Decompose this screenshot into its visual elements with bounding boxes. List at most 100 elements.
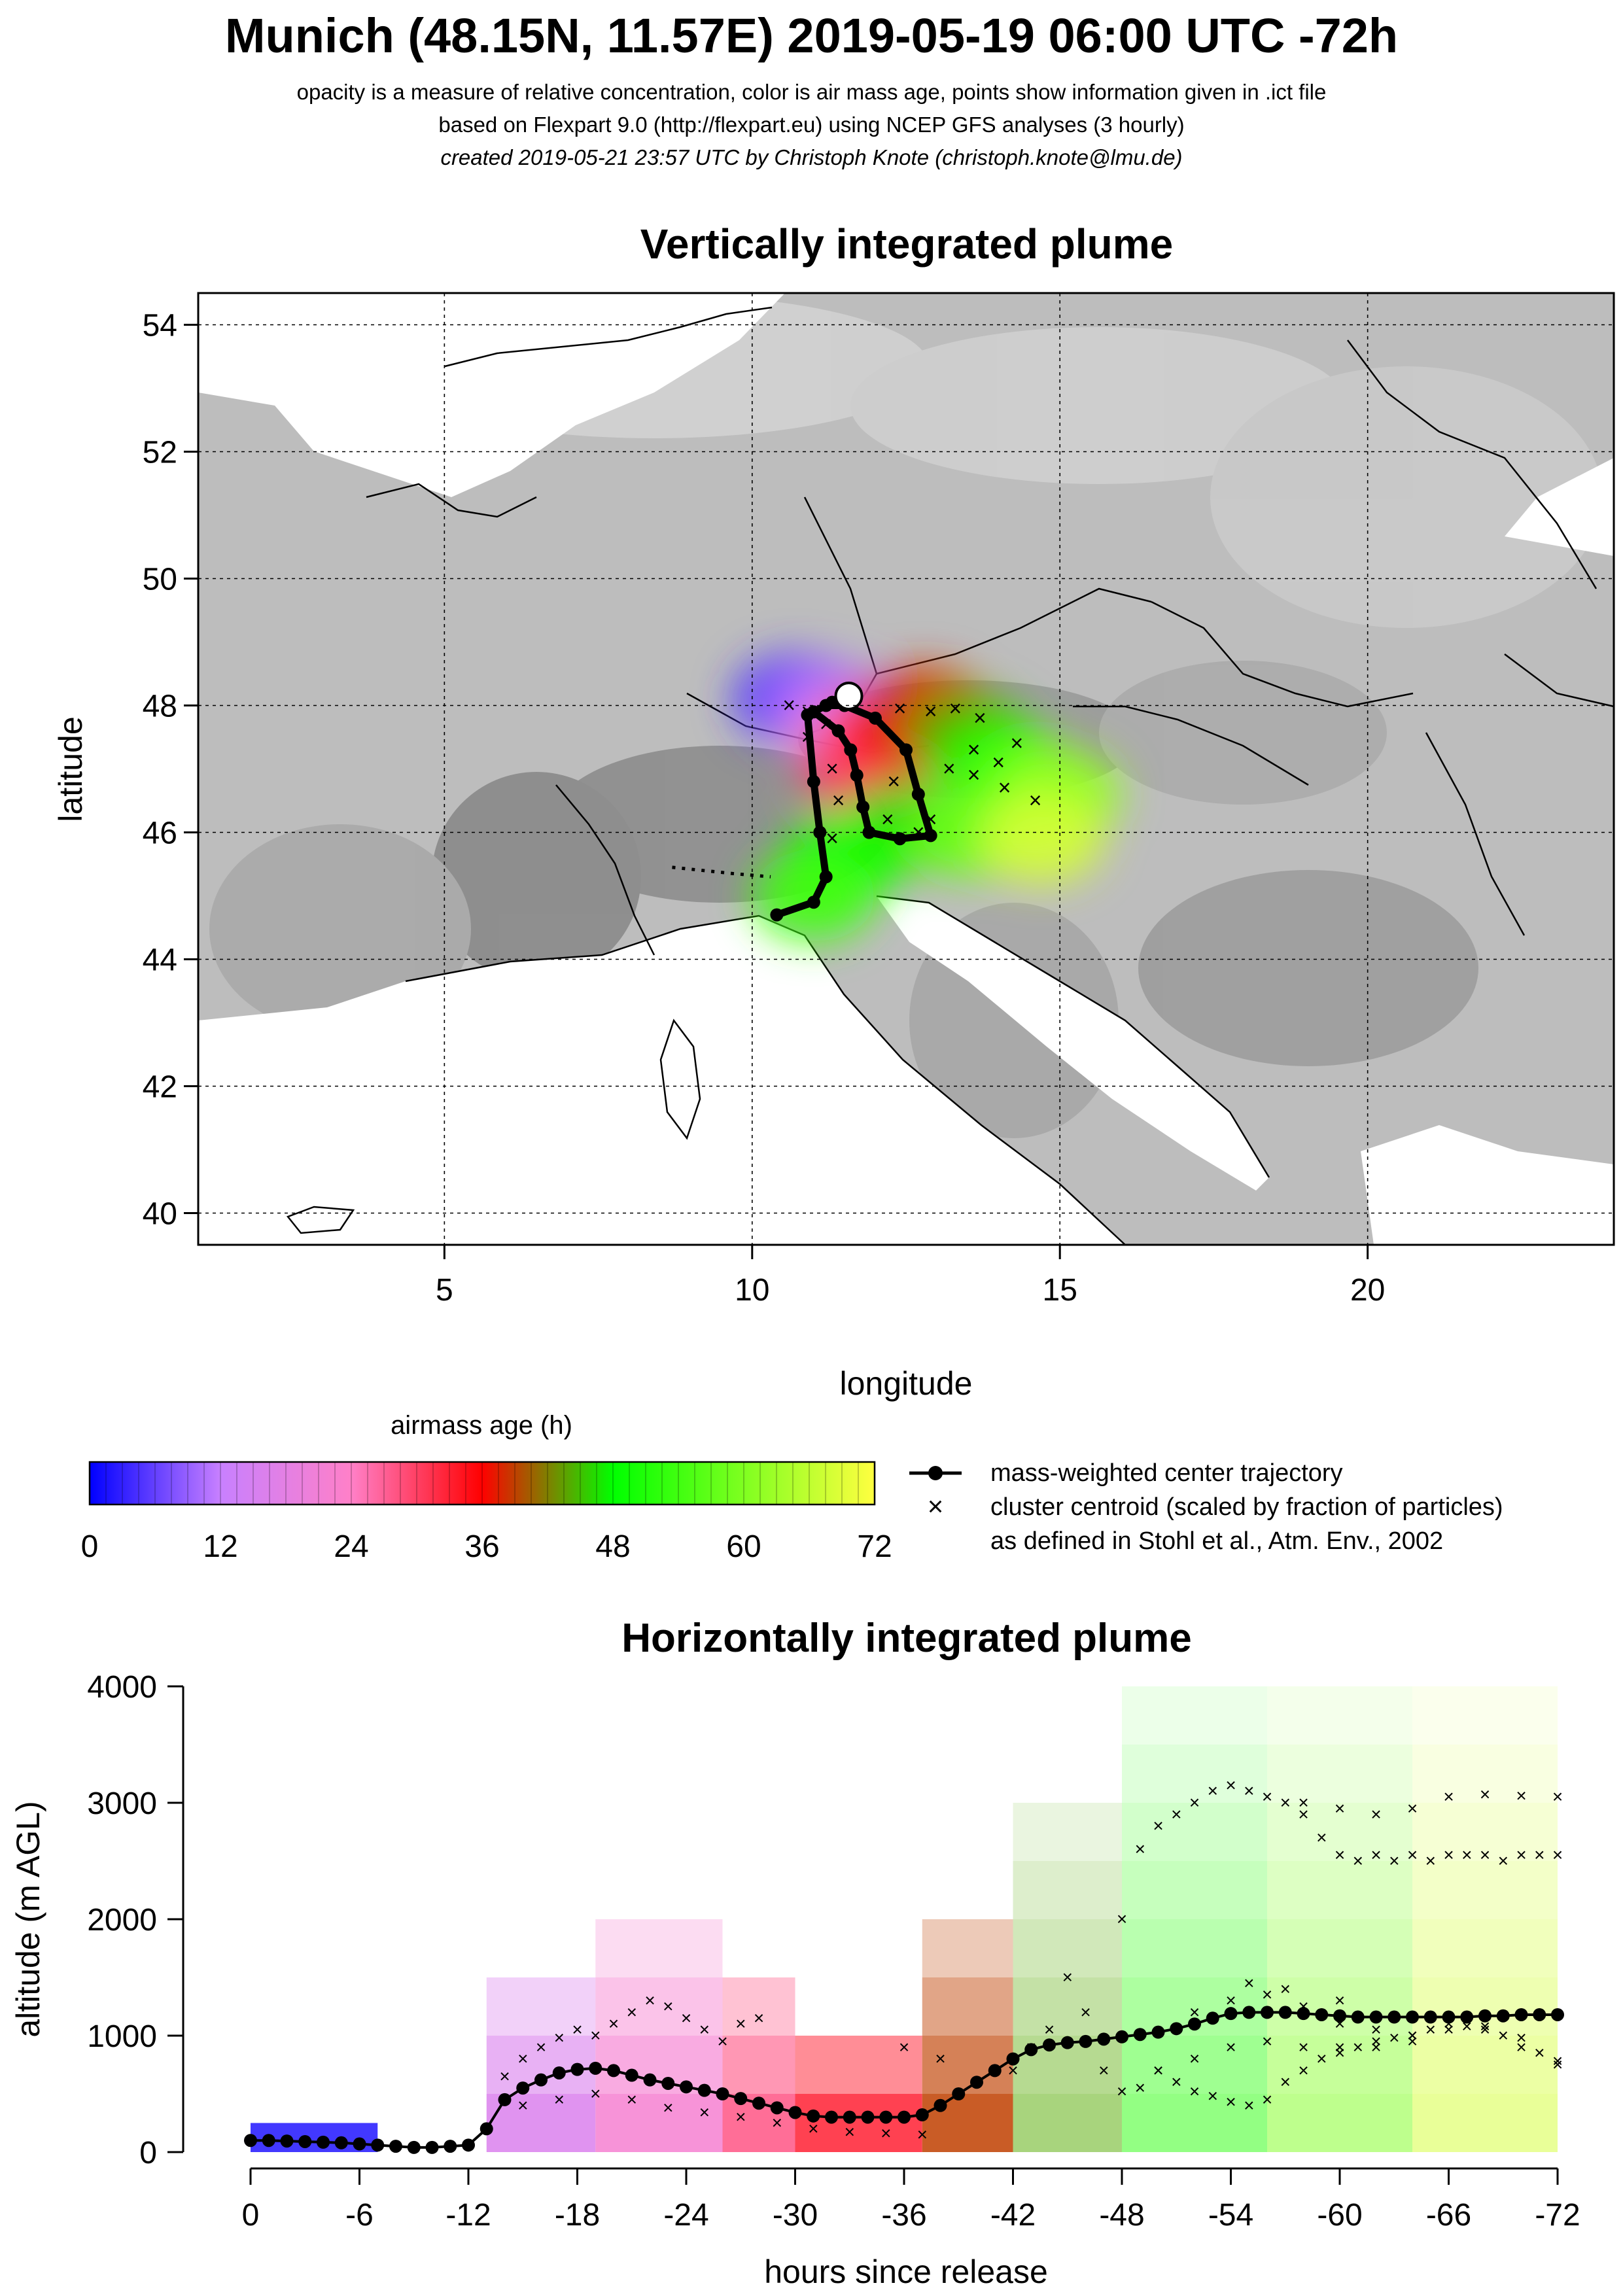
altitude-trajectory-point [1496,2009,1510,2023]
map-dotted-trajectory [672,865,771,878]
altitude-cluster-centroid: × [1370,2019,1381,2040]
map-gridlines [198,293,1614,1245]
altitude-x-tick-label: -54 [1208,2198,1253,2233]
altitude-plume-cell [1013,1919,1122,1977]
legend-dot-symbol [928,1466,943,1480]
altitude-cluster-centroid: × [1480,1845,1490,1865]
map-cluster-centroid: × [992,750,1005,775]
altitude-cluster-centroid: × [1534,2043,1544,2063]
altitude-cluster-centroid: × [845,2122,855,2142]
altitude-cluster-centroid: × [1208,2086,1218,2106]
altitude-cluster-centroid: × [1044,2019,1055,2040]
altitude-cluster-centroid: × [1117,2081,1127,2101]
altitude-cluster-centroid: × [1516,1845,1526,1865]
altitude-trajectory-point [317,2135,330,2149]
altitude-plume-cell [795,2094,922,2152]
altitude-cluster-centroid: × [1443,2013,1454,2034]
altitude-cluster-centroid: × [1389,2028,1399,2048]
altitude-cluster-centroid: × [1298,1792,1308,1813]
altitude-trajectory-point [298,2134,312,2148]
map-y-tick-label: 50 [143,563,177,597]
altitude-plume-cell [595,1919,723,1977]
map-cluster-centroid: × [894,696,907,721]
altitude-plume-cell [1013,2094,1122,2152]
altitude-cluster-centroid: × [1244,1973,1254,1993]
map-y-tick-label: 44 [143,943,177,978]
altitude-trajectory-point [661,2076,675,2090]
map-y-tick-label: 52 [143,436,177,470]
altitude-trajectory-point [825,2110,838,2124]
map-cluster-centroid: × [887,769,900,794]
colorbar-tick-label: 60 [726,1529,761,1564]
altitude-trajectory-point [1278,2006,1292,2019]
altitude-cluster-centroid: × [1335,2043,1345,2063]
altitude-cluster-centroid: × [1353,1851,1363,1871]
altitude-trajectory-point [425,2140,439,2154]
altitude-cluster-centroid: × [1171,1804,1181,1824]
altitude-trajectory-point [516,2081,530,2095]
altitude-plume-cell [1267,1861,1412,1919]
altitude-cluster-centroid: × [735,2107,746,2127]
altitude-trajectory-point [643,2073,657,2087]
altitude-trajectory-point [697,2083,711,2097]
map-cluster-centroid: × [1010,731,1023,756]
map-y-axis-label: latitude [52,716,89,822]
altitude-trajectory-point [353,2137,366,2151]
altitude-cluster-centroid: × [1335,2013,1345,2034]
altitude-cluster-centroid: × [1516,1785,1526,1805]
altitude-plume-cell [1412,1977,1558,2036]
altitude-trajectory-point [589,2061,602,2075]
altitude-cluster-centroid: × [1298,2060,1308,2080]
map-trajectory-point [856,800,870,814]
altitude-cluster-centroid: × [1262,1786,1272,1807]
map-cluster-centroid: × [968,763,981,788]
altitude-plume-cell [1013,1861,1122,1919]
altitude-cluster-centroid: × [1389,1851,1399,1871]
altitude-cluster-centroid: × [590,2025,601,2045]
map-trajectory-point [819,870,833,884]
altitude-trajectory-point [625,2068,638,2082]
altitude-trajectory-point [1261,2006,1274,2019]
altitude-trajectory-point [898,2110,911,2124]
altitude-cluster-centroid: × [1262,1985,1272,2005]
altitude-cluster-centroid: × [1534,1845,1544,1865]
altitude-trajectory-point [1423,2010,1437,2024]
altitude-cluster-centroid: × [1189,2081,1200,2101]
altitude-cluster-centroid: × [627,2002,637,2022]
altitude-cluster-centroid: × [1443,2019,1454,2040]
altitude-cluster-centroid: × [1244,2095,1254,2115]
altitude-trajectory-point [244,2134,257,2148]
altitude-cluster-centroid: × [1552,1845,1563,1865]
altitude-cluster-centroid: × [699,2102,710,2122]
altitude-trajectory-point [1514,2008,1528,2021]
altitude-cluster-centroid: × [699,2019,710,2040]
altitude-plume-cell [722,2036,795,2094]
colorbar-tick-label: 0 [81,1529,99,1564]
altitude-trajectory-point [371,2138,385,2152]
altitude-plume-cell [1267,2094,1412,2152]
altitude-trajectory-point [462,2138,475,2152]
altitude-trajectory-point [480,2122,493,2136]
altitude-trajectory-point [1297,2007,1310,2021]
altitude-cluster-centroid: × [1080,2002,1091,2022]
map-cluster-centroid: × [1029,788,1042,813]
colorbar-ticks: 0 12 24 36 48 60 72 [81,1529,892,1564]
colorbar-stripes [105,1462,859,1505]
altitude-plume-cell [722,1977,795,2036]
altitude-cluster-centroid: × [1407,1798,1418,1818]
altitude-cluster-centroid: × [1225,2091,1236,2112]
altitude-cluster-centroid: × [1552,1786,1563,1807]
altitude-plume-cell [1412,1745,1558,1803]
altitude-trajectory-point [1115,2030,1128,2044]
map-x-axis-label: longitude [840,1365,973,1402]
altitude-cluster-centroid: × [1461,1845,1472,1865]
altitude-cluster-centroid: × [1480,2019,1490,2040]
map-panel: Vertically integrated plume [52,220,1615,1402]
map-trajectory-point [770,908,784,922]
altitude-trajectory-point [607,2064,620,2078]
altitude-trajectory-point [1097,2032,1111,2046]
colorbar-tick-label: 72 [857,1529,892,1564]
altitude-x-tick-label: -66 [1426,2198,1471,2233]
legend-item-cluster: cluster centroid (scaled by fraction of … [990,1493,1503,1521]
altitude-cluster-centroid: × [1208,1781,1218,1801]
